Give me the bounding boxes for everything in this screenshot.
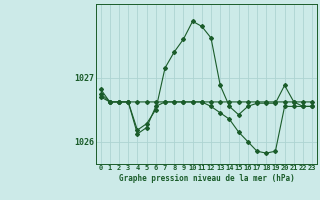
X-axis label: Graphe pression niveau de la mer (hPa): Graphe pression niveau de la mer (hPa) [118,174,294,183]
